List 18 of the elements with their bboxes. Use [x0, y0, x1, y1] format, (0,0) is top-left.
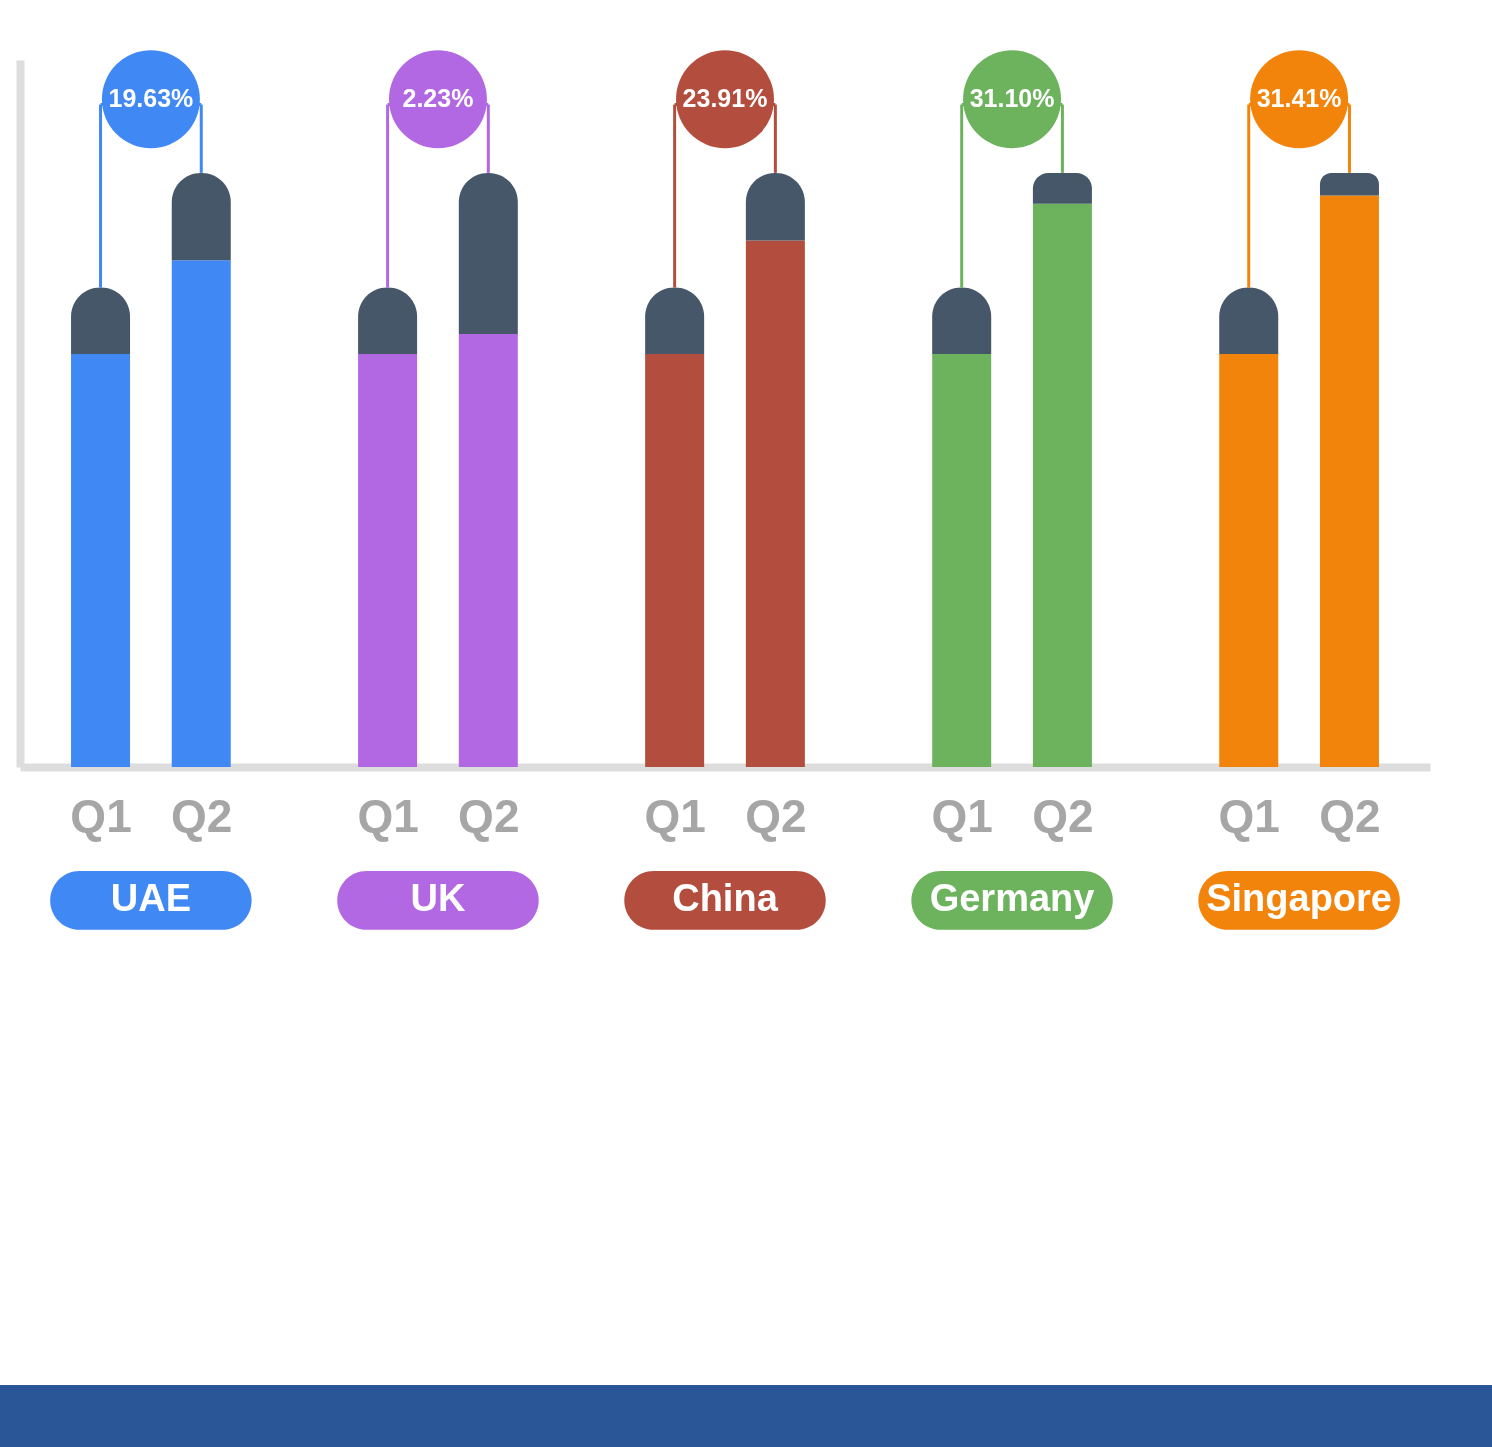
text: 31.10%	[969, 84, 1055, 113]
x-tick-label: Q2	[745, 789, 807, 842]
x-tick-label: Q2	[1032, 789, 1094, 842]
text: 2.23%	[402, 84, 474, 113]
x-tick-label: Q1	[931, 789, 993, 842]
x-tick-label: Q1	[1218, 789, 1280, 842]
x-tick-label: Q1	[70, 789, 132, 842]
text: UK	[410, 877, 466, 920]
text: China	[672, 877, 779, 920]
text: Singapore	[1206, 877, 1393, 920]
x-tick-label: Q2	[171, 789, 233, 842]
x-tick-label: Q2	[458, 789, 520, 842]
text: UAE	[110, 877, 192, 920]
x-tick-label: Q2	[1319, 789, 1381, 842]
text: Germany	[929, 877, 1095, 920]
text: 31.41%	[1256, 84, 1342, 113]
x-tick-label: Q1	[357, 789, 419, 842]
x-tick-label: Q1	[644, 789, 706, 842]
